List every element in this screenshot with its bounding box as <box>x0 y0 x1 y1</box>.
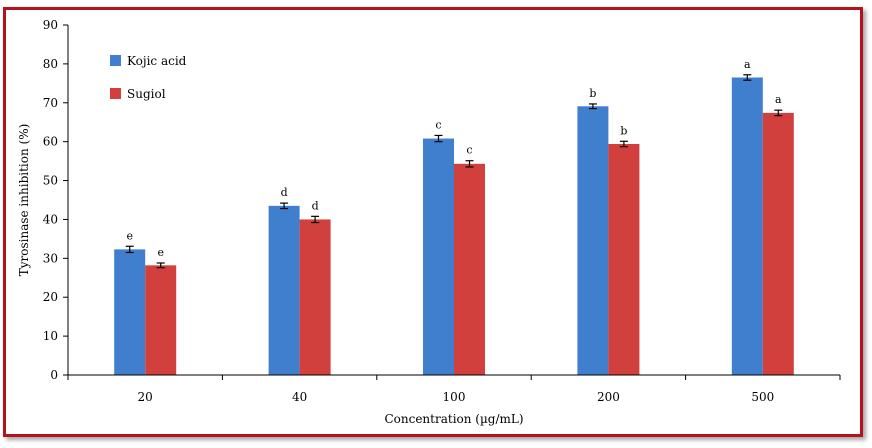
y-tick-label: 90 <box>43 18 58 32</box>
y-tick-label: 0 <box>50 368 58 382</box>
bar <box>423 138 454 375</box>
x-tick-label: 200 <box>597 390 620 404</box>
y-tick-label: 80 <box>43 57 58 71</box>
bar <box>454 163 485 375</box>
x-tick-label: 100 <box>443 390 466 404</box>
significance-label: e <box>157 246 164 259</box>
bar <box>731 77 763 375</box>
axes <box>67 25 840 376</box>
significance-label: b <box>620 124 627 137</box>
bar <box>608 144 640 375</box>
y-tick-label: 10 <box>43 329 58 343</box>
y-axis-title: Tyrosinase inhibition (%) <box>17 124 31 277</box>
significance-label: d <box>281 186 288 199</box>
bar <box>114 249 146 375</box>
y-tick-label: 30 <box>43 251 58 265</box>
bar <box>577 106 609 376</box>
legend-label: Sugiol <box>127 87 166 101</box>
bar <box>762 112 794 375</box>
y-tick-label: 20 <box>43 290 58 304</box>
bar <box>268 205 300 375</box>
x-tick-label: 40 <box>292 390 307 404</box>
bars: e d c b a e d c b a <box>114 58 794 376</box>
significance-label: c <box>435 118 441 131</box>
legend: Kojic acid Sugiol <box>110 54 187 101</box>
x-axis-ticks: 20 40 100 200 500 <box>67 375 841 404</box>
y-axis-ticks: 0 10 20 30 40 50 60 70 80 90 <box>43 18 68 382</box>
legend-swatch <box>110 88 121 99</box>
x-axis-title: Concentration (µg/mL) <box>384 412 523 426</box>
legend-label: Kojic acid <box>127 54 187 68</box>
significance-label: a <box>744 58 751 71</box>
y-tick-label: 50 <box>43 174 58 188</box>
significance-label: c <box>466 144 472 157</box>
significance-label: e <box>126 229 133 242</box>
x-tick-label: 20 <box>138 390 153 404</box>
y-tick-label: 60 <box>43 135 58 149</box>
significance-label: d <box>312 199 319 212</box>
significance-label: a <box>775 93 782 106</box>
y-tick-label: 70 <box>43 96 58 110</box>
y-tick-label: 40 <box>43 212 58 226</box>
significance-label: b <box>589 87 596 100</box>
legend-swatch <box>110 55 121 66</box>
bar <box>145 265 177 375</box>
bar <box>299 219 331 375</box>
x-tick-label: 500 <box>751 390 774 404</box>
